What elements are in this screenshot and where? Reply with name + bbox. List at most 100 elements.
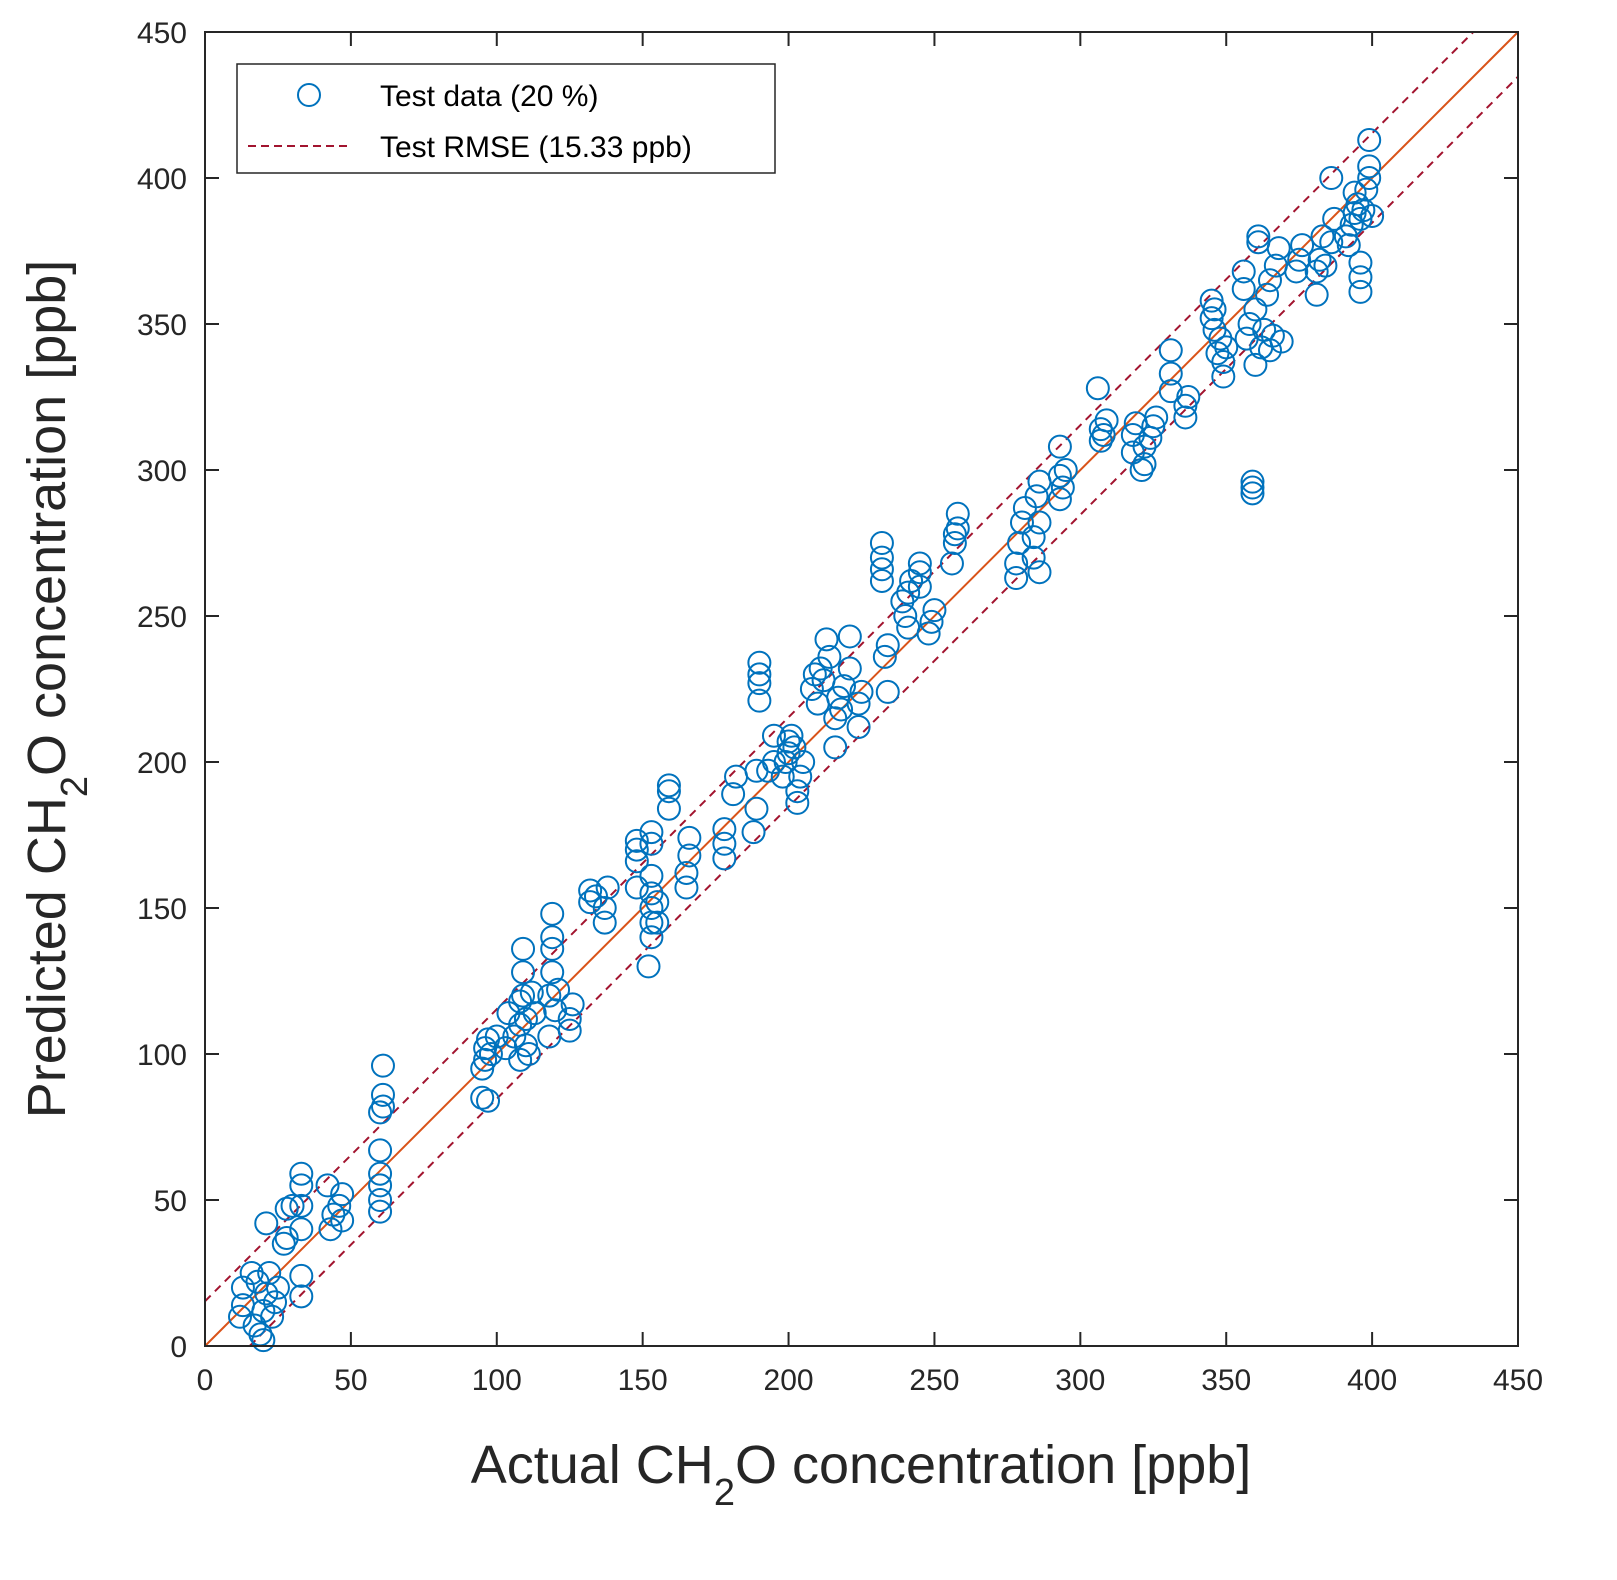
- data-point: [254, 1281, 279, 1306]
- data-point: [1290, 233, 1315, 258]
- data-point: [1053, 458, 1078, 482]
- data-point: [1240, 481, 1265, 506]
- data-point: [1214, 335, 1239, 360]
- data-point: [916, 621, 941, 646]
- data-point: [939, 551, 964, 576]
- data-point: [656, 779, 681, 804]
- data-point: [1004, 566, 1029, 591]
- data-point: [1009, 510, 1034, 535]
- data-point: [478, 1042, 503, 1066]
- data-point: [1158, 361, 1183, 386]
- data-point: [1304, 282, 1329, 307]
- data-point: [1231, 276, 1256, 301]
- data-point: [639, 820, 664, 845]
- data-point: [846, 691, 871, 716]
- y-tick-label: 400: [137, 163, 187, 196]
- data-point: [645, 910, 670, 935]
- data-point: [511, 936, 536, 961]
- axis-ticks: [204, 31, 1519, 1347]
- data-point: [1050, 475, 1075, 500]
- data-point: [1354, 177, 1379, 202]
- data-point: [1319, 166, 1344, 190]
- reference-line-identity: [204, 31, 1519, 1347]
- data-point: [945, 501, 970, 526]
- x-tick-label: 200: [764, 1364, 814, 1397]
- data-point: [289, 1161, 314, 1186]
- data-point: [785, 779, 810, 804]
- data-point: [1012, 495, 1037, 520]
- data-point: [1132, 452, 1157, 477]
- data-point: [370, 1094, 395, 1119]
- data-point: [942, 531, 967, 555]
- data-point: [519, 980, 544, 1005]
- data-point: [788, 764, 813, 789]
- data-point: [595, 875, 620, 900]
- data-point: [578, 878, 603, 903]
- data-point: [677, 825, 702, 850]
- data-point: [907, 560, 932, 585]
- x-tick-label: 100: [472, 1364, 522, 1397]
- data-point: [1047, 463, 1072, 488]
- data-point: [875, 679, 900, 704]
- data-point: [560, 992, 585, 1017]
- data-point: [230, 1275, 255, 1300]
- data-point: [522, 1001, 547, 1026]
- data-point: [829, 697, 854, 722]
- data-point: [712, 817, 737, 842]
- data-point: [823, 735, 848, 760]
- data-point: [624, 837, 649, 862]
- data-point: [907, 551, 932, 576]
- data-point: [289, 1173, 314, 1198]
- data-point: [546, 977, 571, 1002]
- legend-label-rmse: Test RMSE (15.33 ppb): [380, 131, 692, 164]
- data-point: [516, 1042, 541, 1066]
- x-tick-label: 0: [197, 1364, 214, 1397]
- data-point: [639, 831, 664, 856]
- x-axis-label: Actual CH2O concentration [ppb]: [471, 1435, 1252, 1514]
- data-point: [289, 1193, 314, 1218]
- data-point: [893, 604, 918, 628]
- data-point: [1360, 203, 1385, 228]
- data-point: [639, 925, 664, 950]
- legend-label-test-data: Test data (20 %): [380, 80, 598, 113]
- data-point: [330, 1182, 355, 1207]
- y-tick-label: 450: [137, 17, 187, 50]
- data-point: [896, 580, 921, 605]
- x-axis-label-sub: 2: [714, 1472, 735, 1514]
- data-point: [557, 1018, 582, 1043]
- x-tick-label: 400: [1347, 1364, 1397, 1397]
- data-point: [327, 1193, 352, 1218]
- legend: Test data (20 %) Test RMSE (15.33 ppb): [236, 63, 776, 174]
- data-point: [677, 843, 702, 868]
- y-axis-label-post: O concentration [ppb]: [17, 260, 77, 776]
- data-point: [869, 568, 894, 593]
- data-point: [370, 1082, 395, 1107]
- data-point: [1027, 510, 1052, 535]
- data-point: [712, 831, 737, 856]
- data-point: [942, 522, 967, 547]
- data-point: [1237, 312, 1262, 336]
- x-axis-label-post: O concentration [ppb]: [735, 1435, 1251, 1495]
- data-point: [1257, 268, 1282, 293]
- y-tick-label: 300: [137, 455, 187, 488]
- data-point: [592, 896, 617, 920]
- data-point: [1348, 250, 1373, 275]
- data-point: [837, 656, 862, 681]
- data-point: [368, 1100, 393, 1125]
- data-point: [1246, 230, 1271, 255]
- data-point: [1091, 422, 1116, 447]
- data-point: [837, 624, 862, 649]
- data-point: [260, 1304, 285, 1329]
- data-point: [1085, 376, 1110, 401]
- data-point: [814, 627, 839, 652]
- data-point: [919, 609, 944, 634]
- data-point: [945, 516, 970, 541]
- data-point: [785, 790, 810, 815]
- data-point: [368, 1188, 393, 1212]
- data-point: [368, 1199, 393, 1224]
- data-point: [1027, 560, 1052, 585]
- data-point: [907, 574, 932, 599]
- data-point: [1345, 192, 1370, 217]
- reference-line-rmse-lower: [249, 76, 1519, 1347]
- y-tick-label: 50: [154, 1185, 187, 1218]
